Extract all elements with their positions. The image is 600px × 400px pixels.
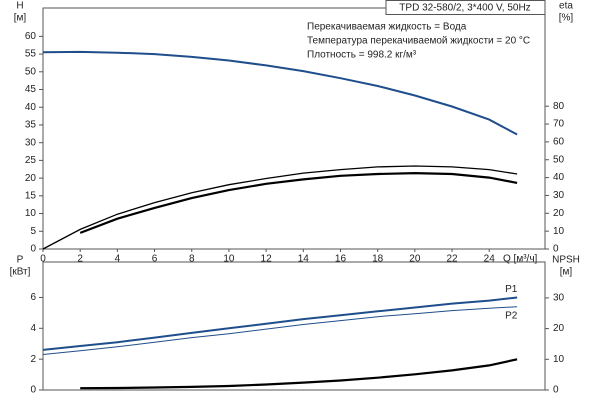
annotation: Перекачиваемая жидкость = Вода xyxy=(307,22,467,33)
series-line xyxy=(42,165,518,250)
series-line xyxy=(42,306,518,355)
y2-tick-label: 30 xyxy=(553,190,565,201)
y2-tick-label: 50 xyxy=(553,154,565,165)
y-tick-label: 35 xyxy=(25,120,37,131)
y2-tick-label: 0 xyxy=(553,385,559,396)
y-tick-label: 5 xyxy=(30,226,36,237)
y2-tick-label: 10 xyxy=(553,226,565,237)
y2-axis-label: eta xyxy=(559,1,573,12)
y2-tick-label: 80 xyxy=(553,101,565,112)
series-line xyxy=(42,296,518,351)
y2-axis-label: NPSH xyxy=(552,255,580,266)
y-tick-label: 25 xyxy=(25,155,37,166)
x-tick-label: 4 xyxy=(115,254,121,265)
x-tick-label: 22 xyxy=(446,254,458,265)
y-tick-label: 4 xyxy=(30,323,36,334)
x-tick-label: 14 xyxy=(298,254,310,265)
y-axis-label: H xyxy=(16,1,23,12)
y2-tick-label: 70 xyxy=(553,119,565,130)
x-axis-label: Q [м³/ч] xyxy=(503,254,538,265)
y-tick-label: 30 xyxy=(25,137,37,148)
y-tick-label: 2 xyxy=(30,354,36,365)
y2-tick-label: 60 xyxy=(553,137,565,148)
y-tick-label: 15 xyxy=(25,190,37,201)
y2-axis-unit: [м] xyxy=(560,267,573,278)
x-tick-label: 8 xyxy=(189,254,195,265)
annotation: Температура перекачиваемой жидкости = 20… xyxy=(307,36,530,47)
y-tick-label: 55 xyxy=(25,49,37,60)
series-label: P1 xyxy=(505,284,518,295)
y2-tick-label: 20 xyxy=(553,208,565,219)
x-tick-label: 0 xyxy=(40,254,46,265)
y-tick-label: 0 xyxy=(30,244,36,255)
y-tick-label: 60 xyxy=(25,31,37,42)
y2-axis-unit: [%] xyxy=(559,13,574,24)
y-tick-label: 6 xyxy=(30,292,36,303)
x-tick-label: 18 xyxy=(372,254,384,265)
y-tick-label: 50 xyxy=(25,66,37,77)
y2-tick-label: 0 xyxy=(553,244,559,255)
y-axis-unit: [кВт] xyxy=(10,267,31,278)
x-tick-label: 6 xyxy=(152,254,158,265)
y-tick-label: 45 xyxy=(25,84,37,95)
y-tick-label: 40 xyxy=(25,102,37,113)
x-tick-label: 24 xyxy=(484,254,496,265)
plot-frame xyxy=(42,7,546,250)
x-tick-label: 20 xyxy=(409,254,421,265)
y2-tick-label: 20 xyxy=(553,323,565,334)
series-line xyxy=(80,358,518,390)
y2-tick-label: 10 xyxy=(553,354,565,365)
title-box xyxy=(385,0,546,15)
x-tick-label: 2 xyxy=(77,254,83,265)
chart-title: TPD 32-580/2, 3*400 V, 50Hz xyxy=(399,3,530,14)
series-line xyxy=(42,50,518,136)
y2-tick-label: 40 xyxy=(553,172,565,183)
x-tick-label: 10 xyxy=(223,254,235,265)
x-tick-label: 16 xyxy=(335,254,347,265)
y-axis-label: P xyxy=(17,255,24,266)
y2-tick-label: 30 xyxy=(553,293,565,304)
annotation: Плотность = 998.2 кг/м³ xyxy=(307,50,417,61)
y-axis-unit: [м] xyxy=(14,13,27,24)
y-tick-label: 20 xyxy=(25,173,37,184)
y-tick-label: 10 xyxy=(25,208,37,219)
x-tick-label: 12 xyxy=(261,254,273,265)
series-line xyxy=(79,171,518,234)
y-tick-label: 0 xyxy=(30,385,36,396)
series-label: P2 xyxy=(505,310,518,321)
plot-frame xyxy=(42,261,546,391)
